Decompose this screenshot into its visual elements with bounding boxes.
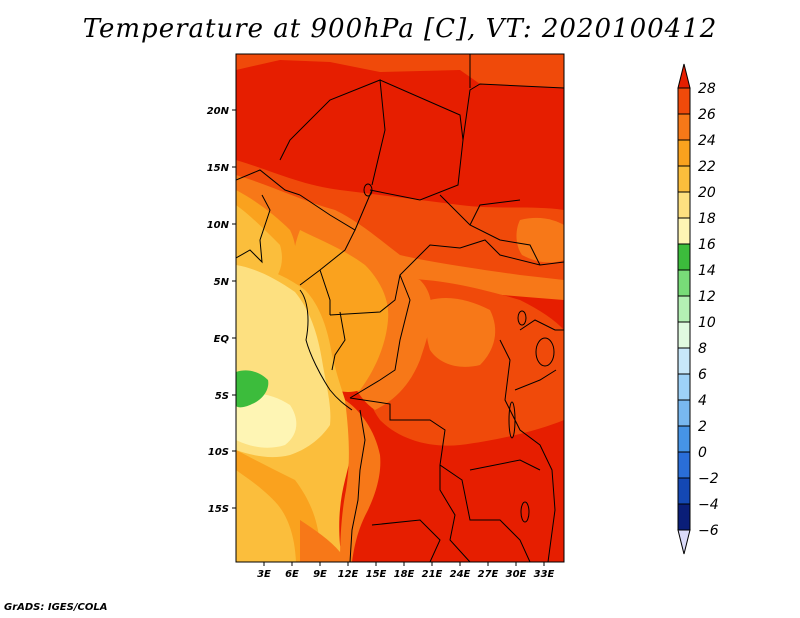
x-tick-label: 3E: [257, 569, 271, 580]
colorbar-segment: [677, 217, 691, 245]
x-tick-label: 27E: [478, 569, 499, 580]
y-tick-label: 10N: [207, 220, 230, 231]
colorbar-segment: [677, 321, 691, 349]
x-axis-labels: 3E 6E 9E 12E 15E 18E 21E 24E 27E 30E 33E: [257, 569, 554, 580]
colorbar-segment: [677, 87, 691, 115]
x-tick-label: 15E: [366, 569, 387, 580]
colorbar-segment: [677, 165, 691, 193]
colorbar-segment: [677, 347, 691, 375]
y-tick-label: 15N: [207, 163, 230, 174]
footer-credit: GrADS: IGES/COLA: [4, 602, 108, 613]
y-tick-label: 10S: [208, 447, 229, 458]
colorbar-label: 22: [698, 159, 716, 175]
colorbar-segment: [677, 529, 691, 555]
colorbar-segment: [677, 399, 691, 427]
colorbar-label: 16: [698, 237, 716, 253]
colorbar-label: −6: [698, 523, 719, 539]
lakes: [363, 183, 555, 523]
colorbar-label: 12: [698, 289, 716, 305]
y-axis-labels: 20N 15N 10N 5N EQ 5S 10S 15S: [207, 106, 230, 515]
x-tick-label: 21E: [422, 569, 443, 580]
axis-ticks: [232, 109, 545, 566]
colorbar-label: 24: [698, 133, 716, 149]
x-tick-label: 9E: [313, 569, 327, 580]
colorbar-segment: [677, 503, 691, 531]
colorbar-label: 4: [698, 393, 707, 409]
y-tick-label: 15S: [208, 504, 229, 515]
country-borders: [236, 54, 564, 562]
colorbar-label: 8: [698, 341, 707, 357]
colorbar-label: 10: [698, 315, 716, 331]
colorbar-label: −2: [698, 471, 719, 487]
colorbar-segment: [677, 63, 691, 89]
chart-title: Temperature at 900hPa [C], VT: 202010041…: [82, 14, 718, 44]
x-tick-label: 24E: [450, 569, 471, 580]
x-tick-label: 33E: [534, 569, 555, 580]
y-tick-label: 5S: [215, 391, 229, 402]
colorbar-label: −4: [698, 497, 719, 513]
colorbar-label: 6: [698, 367, 707, 383]
x-tick-label: 6E: [285, 569, 299, 580]
colorbar-segment: [677, 477, 691, 505]
x-tick-label: 18E: [394, 569, 415, 580]
colorbar-segment: [677, 139, 691, 167]
colorbar-segment: [677, 113, 691, 141]
colorbar-segment: [677, 373, 691, 401]
colorbar-label: 28: [698, 81, 716, 97]
x-tick-label: 30E: [506, 569, 527, 580]
colorbar-segment: [677, 425, 691, 453]
temperature-field: [236, 54, 564, 562]
colorbar-label: 18: [698, 211, 716, 227]
colorbar-segment: [677, 191, 691, 219]
colorbar-label: 14: [698, 263, 716, 279]
map-frame: [235, 53, 565, 563]
colorbar-label: 0: [698, 445, 707, 461]
colorbar-segment: [677, 243, 691, 271]
y-tick-label: EQ: [214, 334, 230, 345]
colorbar-label: 26: [698, 107, 716, 123]
x-tick-label: 12E: [338, 569, 359, 580]
y-tick-label: 5N: [214, 277, 230, 288]
colorbar-segment: [677, 295, 691, 323]
colorbar-segment: [677, 451, 691, 479]
colorbar-label: 20: [698, 185, 716, 201]
y-tick-label: 20N: [207, 106, 230, 117]
colorbar-label: 2: [698, 419, 707, 435]
colorbar-segment: [677, 269, 691, 297]
